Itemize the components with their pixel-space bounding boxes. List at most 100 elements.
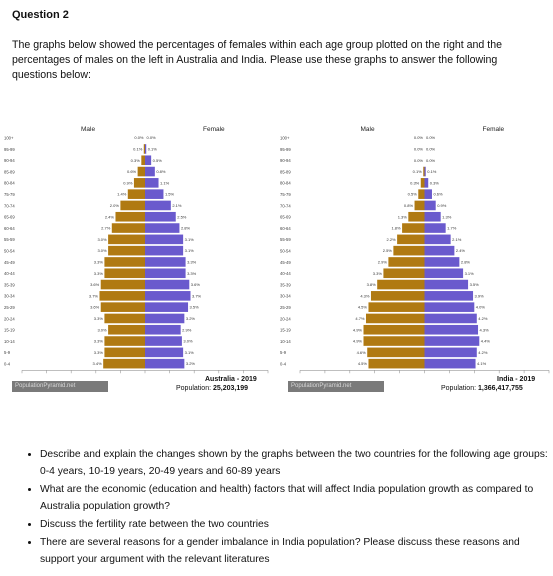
question-intro: The graphs below showed the percentages …: [12, 39, 502, 81]
india-male-bar: [418, 189, 425, 199]
india-female-bar: [424, 291, 474, 301]
question-list: Describe and explain the changes shown b…: [26, 446, 553, 569]
india-female-bar-label: 1.3%: [442, 214, 452, 219]
india-age-label: 5-9: [280, 350, 287, 355]
india-population-value: 1,366,417,755: [477, 385, 523, 392]
india-x-tick-label: 4%: [471, 375, 477, 376]
india-female-bar: [424, 268, 464, 279]
question-item: What are the economic (education and hea…: [40, 481, 553, 515]
india-age-label: 50-54: [280, 249, 291, 254]
india-female-bar: [424, 347, 477, 358]
australia-male-bar-label: 3.0%: [97, 237, 107, 242]
australia-female-bar-label: 0.8%: [156, 169, 166, 174]
india-age-label: 15-19: [280, 328, 291, 333]
india-female-bar-label: 4.0%: [476, 305, 486, 310]
australia-caption-country: Australia - 2019: [205, 376, 257, 383]
australia-x-tick-label: 2%: [117, 375, 123, 376]
india-female-bar: [424, 178, 429, 188]
india-male-bar: [367, 347, 425, 358]
india-female-bar: [424, 279, 469, 290]
australia-age-label: 10-14: [4, 339, 15, 344]
australia-age-label: 35-39: [4, 282, 15, 287]
australia-population-pyramid: Male Female 100+ 0.0% 0.0% 95-99 0.1% 0.1% 90-94…: [4, 126, 272, 376]
india-age-label: 75-79: [280, 192, 291, 197]
india-male-bar-label: 4.5%: [358, 361, 368, 366]
india-female-bar-label: 0.3%: [430, 180, 440, 185]
india-male-bar-label: 4.9%: [353, 327, 363, 332]
australia-x-tick-label: 0%: [142, 375, 148, 376]
india-male-bar: [377, 279, 425, 290]
australia-female-bar-label: 3.2%: [186, 361, 196, 366]
india-male-bar: [423, 166, 425, 177]
india-x-tick-label: 2%: [397, 375, 403, 376]
india-male-bar-label: 4.6%: [357, 350, 367, 355]
australia-female-bar-label: 3.5%: [190, 305, 200, 310]
india-male-bar-label: 3.3%: [373, 271, 383, 276]
india-female-bar-label: 0.6%: [433, 192, 443, 197]
australia-male-bar: [99, 291, 145, 301]
australia-female-bar: [145, 189, 164, 199]
india-age-label: 65-69: [280, 215, 291, 220]
india-female-bar: [424, 223, 446, 233]
australia-male-bar-label: 3.3%: [94, 339, 104, 344]
australia-female-bar: [145, 291, 191, 301]
india-female-bar: [424, 200, 436, 211]
australia-age-label: 85-89: [4, 169, 15, 174]
source-badge-india: PopulationPyramid.net: [288, 381, 384, 392]
australia-male-bar-label: 1.4%: [117, 192, 127, 197]
india-male-bar-label: 0.3%: [410, 180, 420, 185]
india-female-bar: [424, 358, 476, 369]
australia-female-bar: [145, 245, 184, 256]
question-item: Describe and explain the changes shown b…: [40, 446, 553, 480]
australia-female-bar-label: 2.9%: [182, 327, 192, 332]
australia-female-bar: [145, 178, 159, 188]
india-caption-country: India - 2019: [497, 376, 536, 383]
india-male-bar-label: 4.9%: [353, 339, 363, 344]
australia-age-label: 100+: [4, 136, 14, 141]
india-male-bar-label: 0.8%: [404, 203, 414, 208]
australia-female-bar-label: 3.3%: [187, 271, 197, 276]
australia-male-bar: [115, 211, 145, 222]
australia-male-bar: [137, 166, 145, 177]
australia-female-bar-label: 3.3%: [187, 260, 197, 265]
australia-female-bar-label: 3.0%: [183, 339, 193, 344]
india-female-bar: [424, 211, 441, 222]
india-male-bar-label: 4.5%: [358, 305, 368, 310]
india-female-bar: [424, 302, 475, 312]
australia-female-bar: [145, 211, 176, 222]
india-female-bar-label: 3.5%: [470, 282, 480, 287]
india-female-bar-label: 0.0%: [426, 158, 436, 163]
australia-female-bar-label: 3.1%: [185, 350, 195, 355]
australia-age-label: 75-79: [4, 192, 15, 197]
australia-female-bar: [145, 144, 147, 154]
india-x-tick-label: 4%: [372, 375, 378, 376]
india-male-bar-label: 4.7%: [355, 316, 365, 321]
australia-male-bar: [120, 200, 145, 211]
australia-female-bar-label: 2.5%: [177, 214, 187, 219]
australia-female-bar-label: 2.1%: [172, 203, 182, 208]
australia-male-bar-label: 0.9%: [123, 180, 133, 185]
india-female-bar-label: 2.8%: [461, 260, 471, 265]
india-age-label: 80-84: [280, 181, 291, 186]
india-male-bar: [393, 245, 425, 256]
india-age-label: 70-74: [280, 203, 291, 208]
australia-female-bar: [145, 336, 182, 346]
india-female-bar-label: 2.4%: [456, 248, 466, 253]
australia-age-label: 55-59: [4, 237, 15, 242]
australia-x-tick-label: 10%: [264, 375, 272, 376]
india-age-label: 95-99: [280, 147, 291, 152]
australia-female-bar-label: 3.1%: [185, 248, 195, 253]
australia-female-bar-label: 3.7%: [192, 293, 202, 298]
india-female-bar-label: 3.1%: [465, 271, 475, 276]
australia-x-tick-label: 6%: [68, 375, 74, 376]
india-male-bar-label: 1.8%: [391, 226, 401, 231]
australia-male-bar-label: 3.6%: [90, 305, 100, 310]
india-male-bar-label: 4.3%: [360, 293, 370, 298]
australia-x-tick-label: 8%: [44, 375, 50, 376]
india-male-bar-label: 0.0%: [414, 135, 424, 140]
australia-male-bar: [104, 268, 145, 279]
australia-male-bar-label: 3.3%: [94, 260, 104, 265]
australia-male-bar: [143, 144, 145, 154]
australia-male-bar: [108, 245, 145, 256]
